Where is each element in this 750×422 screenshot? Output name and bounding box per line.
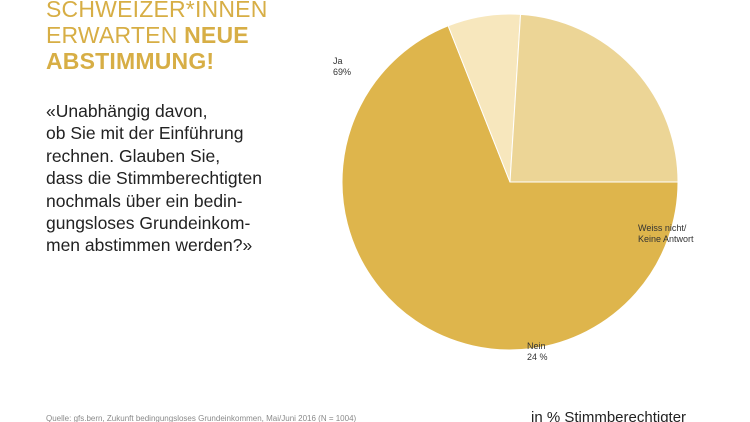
slice-label-nein: Nein 24 %: [527, 341, 548, 362]
question-line: dass die Stimmberechtigten: [46, 168, 262, 189]
headline: SCHWEIZER*INNEN ERWARTEN NEUE ABSTIMMUNG…: [46, 0, 316, 74]
headline-line-1: SCHWEIZER*INNEN: [46, 0, 268, 22]
slice-label-ja: Ja 69%: [333, 56, 351, 77]
question-line: rechnen. Glauben Sie,: [46, 145, 221, 166]
headline-line-2-normal: ERWARTEN: [46, 22, 185, 48]
headline-line-2-bold: NEUE: [184, 22, 249, 48]
survey-question: «Unabhängig davon, ob Sie mit der Einfüh…: [46, 100, 316, 257]
question-line: men abstimmen werden?»: [46, 235, 253, 256]
slice-label-weiss: Weiss nicht/Keine Antwort: [638, 223, 694, 244]
pie-slice-nein: [509, 13, 679, 183]
question-line: «Unabhängig davon,: [46, 101, 208, 121]
pie-slice-ja: [341, 25, 679, 351]
question-line: nochmals über ein bedin-: [46, 190, 243, 211]
question-line: gungsloses Grundeinkom-: [46, 213, 251, 234]
headline-line-2: ERWARTEN NEUE: [46, 22, 316, 48]
unit-label: in % Stimmberechtigter: [531, 409, 687, 422]
source-footnote: Quelle: gfs.bern, Zukunft bedingungslose…: [46, 414, 357, 422]
question-line: ob Sie mit der Einführung: [46, 123, 244, 144]
headline-line-3: ABSTIMMUNG!: [46, 48, 215, 74]
